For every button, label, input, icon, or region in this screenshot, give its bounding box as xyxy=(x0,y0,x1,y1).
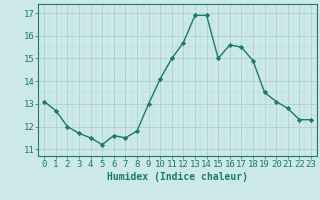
X-axis label: Humidex (Indice chaleur): Humidex (Indice chaleur) xyxy=(107,172,248,182)
